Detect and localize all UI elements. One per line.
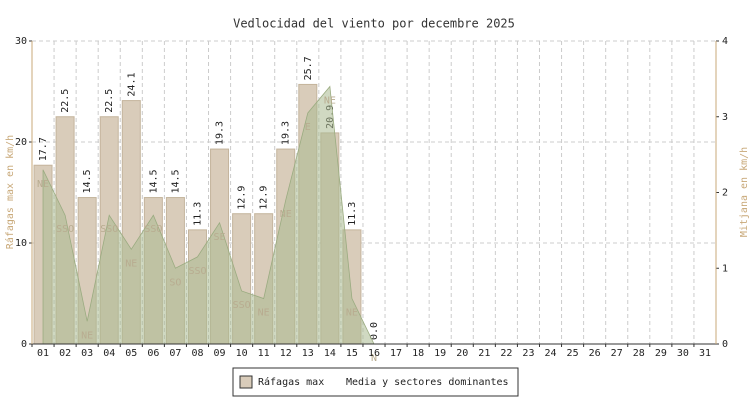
value-label: 25.7 <box>303 56 314 80</box>
sector-label: NE <box>346 308 358 319</box>
x-tick-label: 03 <box>81 348 93 359</box>
value-label: 11.3 <box>192 202 203 226</box>
value-label: 19.3 <box>281 121 292 145</box>
area <box>42 85 375 345</box>
x-tick-label: 30 <box>677 348 689 359</box>
value-label: 22.5 <box>104 89 115 113</box>
x-tick-label: 24 <box>544 348 556 359</box>
value-label: 24.1 <box>126 72 137 96</box>
x-tick-label: 26 <box>589 348 601 359</box>
sector-label: SSO <box>188 266 206 277</box>
y-tick-label: 30 <box>15 36 27 47</box>
x-tick-label: 11 <box>258 348 270 359</box>
x-tick-label: 23 <box>522 348 534 359</box>
value-label: 0.0 <box>369 322 380 340</box>
y-axis-label: Ráfagas max en km/h <box>4 135 16 249</box>
sector-label: SE <box>214 232 226 243</box>
sector-label: NE <box>324 95 336 106</box>
legend <box>232 367 519 397</box>
x-tick-label: 01 <box>37 348 49 359</box>
legend-label: Media y sectores dominantes <box>346 377 509 388</box>
value-label: 12.9 <box>259 186 270 210</box>
x-tick-label: 14 <box>324 348 336 359</box>
sector-label: SO <box>169 277 181 288</box>
sector-label: NE <box>81 330 93 341</box>
x-tick-label: 16 <box>368 348 380 359</box>
x-tick-label: 13 <box>302 348 314 359</box>
x-tick-label: 20 <box>456 348 468 359</box>
x-tick-label: 18 <box>412 348 424 359</box>
sector-label: NE <box>280 209 292 220</box>
sector-label: N <box>371 353 377 364</box>
value-label: 14.5 <box>170 169 181 193</box>
x-tick-label: 07 <box>169 348 181 359</box>
x-tick-label: 05 <box>125 348 137 359</box>
sector-label: E <box>305 122 311 133</box>
sector-label: SSO <box>56 224 74 235</box>
value-label: 14.5 <box>82 169 93 193</box>
x-tick-label: 21 <box>478 348 490 359</box>
sector-label: SSO <box>100 224 118 235</box>
y-tick-label: 10 <box>15 238 27 249</box>
sector-label: SSO <box>233 300 251 311</box>
x-tick-label: 08 <box>191 348 203 359</box>
y2-tick-label: 1 <box>722 263 728 274</box>
x-tick-label: 12 <box>280 348 292 359</box>
value-label: 12.9 <box>237 186 248 210</box>
x-tick-label: 04 <box>103 348 115 359</box>
value-label: 11.3 <box>347 202 358 226</box>
value-label: 19.3 <box>215 121 226 145</box>
y2-tick-label: 2 <box>722 188 728 199</box>
legend-swatch <box>239 375 253 389</box>
sector-label: NE <box>125 258 137 269</box>
x-tick-label: 28 <box>633 348 645 359</box>
value-label: 17.7 <box>38 137 49 161</box>
value-label: 14.5 <box>148 169 159 193</box>
x-tick-label: 02 <box>59 348 71 359</box>
sector-label: NE <box>258 308 270 319</box>
x-tick-label: 29 <box>655 348 667 359</box>
x-tick-label: 31 <box>699 348 711 359</box>
sector-label: NE <box>37 179 49 190</box>
y2-tick-label: 4 <box>722 36 728 47</box>
x-tick-label: 17 <box>390 348 402 359</box>
x-tick-label: 25 <box>567 348 579 359</box>
x-tick-label: 15 <box>346 348 358 359</box>
value-label: 22.5 <box>60 89 71 113</box>
x-tick-label: 27 <box>611 348 623 359</box>
y2-axis-label: Mitjana en km/h <box>739 147 750 237</box>
x-tick-label: 09 <box>214 348 226 359</box>
y-tick-label: 0 <box>21 339 27 350</box>
x-tick-label: 19 <box>434 348 446 359</box>
y2-tick-label: 0 <box>722 339 728 350</box>
y-tick-label: 20 <box>15 137 27 148</box>
y2-tick-label: 3 <box>722 112 728 123</box>
x-tick-label: 22 <box>500 348 512 359</box>
x-tick-label: 10 <box>236 348 248 359</box>
x-tick-label: 06 <box>147 348 159 359</box>
chart-title: Vedlocidad del viento por decembre 2025 <box>233 17 515 31</box>
sector-label: SSO <box>144 224 162 235</box>
legend-label: Ráfagas max <box>258 376 324 388</box>
